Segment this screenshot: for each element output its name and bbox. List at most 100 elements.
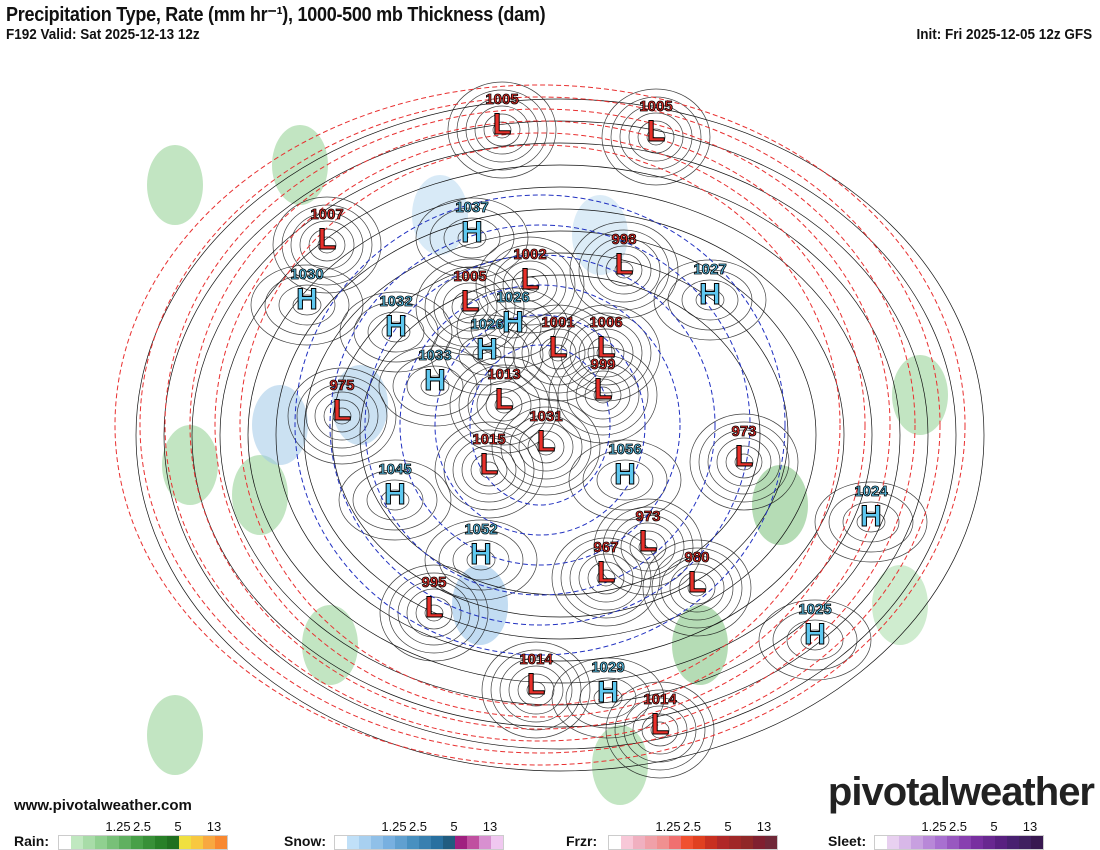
isobar [493,252,567,318]
isobar [424,604,444,622]
legend-tick: 13 [482,819,498,834]
thickness-contour-warm [239,144,841,706]
isobar [695,289,725,311]
isobar [429,207,515,269]
pressure-letter: L [647,115,665,148]
legend-rain-swatch [71,836,83,849]
legend-rain-swatch [83,836,95,849]
pressure-value: 1013 [487,366,520,383]
legend-snow-swatch [467,836,479,849]
isobar [551,529,661,627]
isobar [287,367,397,465]
isobar [476,380,532,430]
pressure-value: 1031 [529,408,562,425]
isobar [314,391,370,441]
pressure-value: 1015 [472,431,505,448]
isobar [500,406,592,488]
legend-rain-bar [58,835,228,850]
legend-tick: 5 [450,819,458,834]
isobar [587,561,625,595]
isobar [479,461,499,479]
pressure-letter: L [461,285,479,318]
isobar [339,291,453,373]
legend-tick: 2.5 [948,819,968,834]
isobar [575,370,631,420]
isobar [734,453,754,471]
isobar [424,266,516,348]
precip-area [232,455,288,535]
legend-frzr-swatch [669,836,681,849]
legend-rain-swatch [59,836,71,849]
precip-area [162,425,218,505]
precip-area [147,145,203,225]
pressure-letter: H [424,364,446,397]
isobar [331,252,789,618]
legend-frzr-swatch [729,836,741,849]
isobar [596,569,616,587]
legend-snow-bar [334,835,504,850]
legend-sleet-swatch [1019,836,1031,849]
isobar [430,314,544,396]
pressure-value: 980 [684,549,709,566]
pressure-value: 995 [421,574,446,591]
legend-frzr: Frzr: 1.25 2.5 5 13 [566,818,826,850]
precip-area [672,605,728,685]
pressure-letter: L [615,248,633,281]
valid-time: F192 Valid: Sat 2025-12-13 12z [6,26,200,43]
legend-sleet-swatch [995,836,1007,849]
pressure-value: 1005 [453,268,486,285]
legend-tick: 13 [206,819,222,834]
isobar [689,413,799,511]
pressure-value: 1001 [541,314,574,331]
pressure-letter: H [614,458,636,491]
pressure-value: 973 [731,423,756,440]
isobar [275,208,845,662]
legend-sleet-swatch [959,836,971,849]
isobar [614,689,706,771]
isobar [380,489,410,511]
pressure-value: 1005 [485,91,518,108]
isobar [527,430,565,464]
pressure-value: 999 [590,356,615,373]
legend-snow-swatch [443,836,455,849]
isobar [481,641,591,739]
pressure-letter: L [480,448,498,481]
precip-area [252,385,308,465]
legend-snow-swatch [383,836,395,849]
isobar [786,619,844,661]
legend-rain-swatch [191,836,203,849]
pressure-letter: L [597,556,615,589]
website-link[interactable]: www.pivotalweather.com [14,797,192,814]
isobar [566,362,640,428]
precip-area [272,125,328,205]
isobar [638,538,658,556]
precip-area [332,365,388,445]
isobar [466,549,496,571]
isobar [646,128,666,146]
pressure-letter: L [688,566,706,599]
pressure-letter: L [651,708,669,741]
pressure-letter: H [461,216,483,249]
legend-tick: 5 [990,819,998,834]
isobar [292,294,322,316]
legend-tick: 1.25 [105,819,131,834]
isobar [651,547,743,629]
isobar [290,212,364,278]
legend-frzr-swatch [681,836,693,849]
pressure-letter: L [333,394,351,427]
isobar [447,81,557,179]
legend-snow-swatch [359,836,371,849]
legend-tick: 1.25 [921,819,947,834]
pressure-value: 1002 [513,246,546,263]
